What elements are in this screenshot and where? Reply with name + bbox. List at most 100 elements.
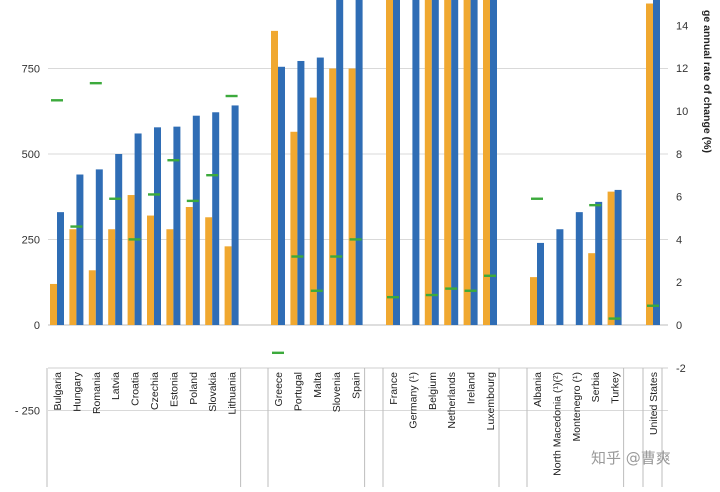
bar-series-1 [108, 229, 116, 325]
right-tick-label: 10 [676, 106, 688, 118]
rate-marker [167, 159, 180, 162]
bar-series-2 [431, 0, 439, 325]
rate-marker [148, 193, 160, 196]
left-tick-label: 750 [22, 64, 40, 76]
category-label: Albania [532, 372, 544, 407]
bar-series-1 [588, 253, 596, 325]
rate-marker [330, 255, 343, 258]
rate-markers [51, 81, 659, 355]
category-label: Montenegro (¹) [571, 372, 583, 441]
rate-marker [531, 197, 543, 200]
bar-series-2 [95, 169, 103, 325]
category-label: Slovenia [331, 372, 343, 412]
bar-series-2 [336, 0, 344, 325]
category-label: Bulgaria [52, 372, 64, 411]
category-label: Poland [188, 372, 200, 405]
bar-series-1 [88, 270, 96, 325]
rate-marker [445, 287, 458, 290]
category-label: Germany (¹) [407, 372, 419, 429]
rate-marker [608, 317, 621, 320]
bar-series-1 [127, 195, 135, 325]
bar-series-1 [329, 68, 337, 325]
left-tick-label: 0 [34, 320, 40, 332]
category-label: Romania [91, 372, 103, 414]
rate-marker [225, 94, 238, 98]
bar-series-2 [595, 201, 603, 325]
bar-series-1 [290, 131, 298, 325]
bar-series-2 [192, 115, 200, 325]
bar-series-2 [278, 66, 285, 325]
rate-marker [51, 99, 63, 102]
bar-series-1 [483, 0, 490, 325]
rate-marker [349, 238, 362, 241]
category-label: Luxembourg [485, 372, 497, 431]
bar-series-1 [607, 191, 615, 325]
category-label: United States [648, 372, 660, 435]
rate-marker [186, 199, 199, 203]
bar-series-1 [185, 207, 193, 325]
bar-series-1 [463, 0, 471, 325]
bar-series-2 [556, 229, 564, 325]
bar-series-1 [271, 30, 278, 325]
right-tick-label: 2 [676, 277, 682, 289]
rate-marker [464, 289, 477, 292]
left-tick-label: - 250 [15, 406, 40, 418]
category-label: Czechia [149, 372, 161, 410]
category-label: Spain [351, 372, 363, 399]
rate-marker [387, 295, 399, 299]
bar-series-2 [173, 126, 181, 325]
bar-series-1 [147, 215, 154, 325]
group-separators [46, 367, 668, 487]
rate-marker [291, 255, 304, 258]
rate-marker [109, 197, 122, 200]
category-label: Ireland [466, 372, 478, 404]
rate-marker [484, 274, 496, 277]
bar-series-2 [490, 0, 497, 325]
right-tick-label: -2 [676, 363, 686, 375]
bar-series-2 [614, 189, 622, 325]
bar-series-1 [444, 0, 452, 325]
right-tick-label: 8 [676, 149, 682, 161]
bar-series-1 [50, 283, 57, 325]
rate-marker [272, 351, 284, 355]
category-label: Malta [312, 372, 324, 398]
category-label: Croatia [130, 372, 142, 406]
category-label: Portugal [292, 372, 304, 411]
category-label: Turkey [610, 371, 622, 403]
bar-series-2 [355, 0, 363, 325]
rate-marker [647, 304, 659, 307]
category-labels: Bulgaria Hungary Romania Latvia Croatia Czech… [52, 371, 660, 476]
rate-marker [589, 203, 602, 207]
bar-series-1 [224, 246, 232, 325]
rate-marker [206, 174, 219, 177]
right-tick-label: 6 [676, 192, 682, 204]
bar-series-1 [309, 97, 317, 325]
bar-series-2 [653, 0, 660, 325]
bar-series-2 [76, 174, 84, 325]
rate-marker [310, 289, 323, 292]
category-label: Serbia [590, 372, 602, 403]
bar-series-2 [115, 154, 123, 325]
rate-marker [70, 225, 83, 228]
category-label: Hungary [71, 371, 83, 411]
category-label: France [388, 372, 400, 405]
right-axis-ticks: 14 12 10 8 6 4 2 0 -2 [676, 20, 688, 374]
bars [50, 0, 660, 326]
rate-marker [128, 238, 141, 241]
bar-series-2 [393, 0, 400, 325]
bar-series-1 [348, 68, 356, 325]
category-label: Greece [273, 372, 285, 407]
bar-series-1 [166, 229, 174, 325]
category-label: North Macedonia (¹)(²) [551, 372, 563, 476]
category-label: Belgium [427, 372, 439, 410]
watermark: 知乎 @曹爽 [591, 449, 671, 467]
right-tick-label: 0 [676, 320, 682, 332]
rate-marker [425, 293, 438, 297]
bar-series-1 [530, 277, 537, 325]
bar-series-2 [134, 133, 142, 325]
bar-series-2 [470, 0, 478, 325]
right-tick-label: 14 [676, 20, 688, 32]
bar-series-2 [57, 212, 64, 325]
